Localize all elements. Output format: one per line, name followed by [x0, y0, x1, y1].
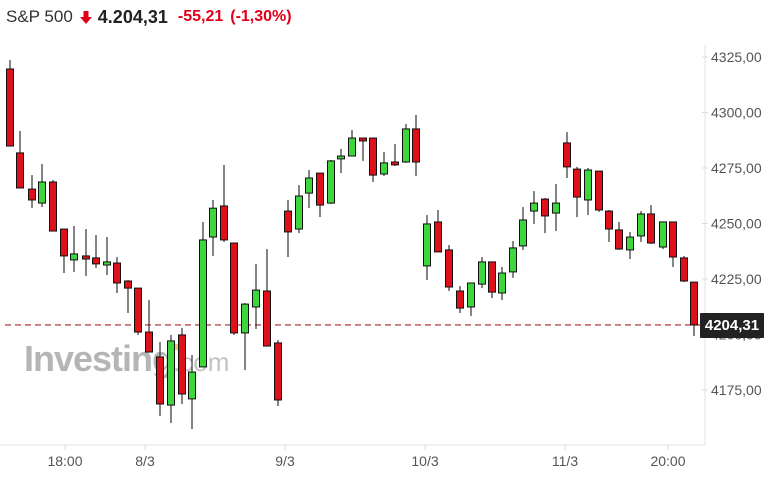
candle-up — [295, 195, 303, 230]
candle-down — [359, 137, 367, 142]
last-price: 4.204,31 — [97, 6, 168, 27]
x-tick-label: 20:00 — [650, 453, 685, 469]
y-tick-label: 4300,00 — [711, 105, 762, 121]
candle-up — [584, 169, 592, 201]
candle-down — [263, 290, 271, 347]
y-tick-label: 4325,00 — [711, 49, 762, 65]
candle-down — [156, 356, 164, 405]
candle-down — [16, 152, 24, 189]
candle-down — [124, 280, 132, 289]
candle-down — [680, 257, 688, 282]
candle-down — [412, 128, 420, 163]
candle-up — [467, 282, 475, 308]
arrow-down-icon — [79, 11, 92, 25]
candle-down — [456, 290, 464, 309]
candle-up — [552, 202, 560, 214]
candle-up — [626, 236, 634, 251]
candle-down — [230, 242, 238, 334]
candle-down — [605, 210, 613, 230]
candle-up — [337, 155, 345, 160]
candle-up — [423, 223, 431, 267]
x-tick-label: 8/3 — [135, 453, 155, 469]
candle-up — [167, 340, 175, 406]
candle-down — [488, 261, 496, 293]
candle-down — [563, 142, 571, 168]
price-change: -55,21 — [177, 8, 224, 25]
candle-up — [478, 261, 486, 285]
candle-down — [369, 137, 377, 176]
candle-down — [615, 229, 623, 250]
y-tick-label: 4225,00 — [711, 271, 762, 287]
candle-up — [348, 137, 356, 157]
candle-up — [530, 202, 538, 212]
candle-up — [637, 213, 645, 237]
y-tick-label: 4250,00 — [711, 216, 762, 232]
candle-down — [434, 221, 442, 253]
candle-down — [690, 281, 698, 326]
y-tick-label: 4275,00 — [711, 160, 762, 176]
quote-header: S&P 500 4.204,31 -55,21 (-1,30%) — [6, 4, 292, 30]
symbol-name: S&P 500 — [6, 7, 73, 26]
candle-down — [145, 331, 153, 353]
candle-down — [49, 181, 57, 232]
candle-up — [188, 371, 196, 400]
candle-down — [647, 213, 655, 244]
x-tick-label: 18:00 — [47, 453, 82, 469]
candle-up — [38, 181, 46, 204]
x-tick-label: 10/3 — [411, 453, 438, 469]
candle-up — [498, 272, 506, 294]
x-tick-label: 11/3 — [552, 453, 578, 469]
candle-down — [595, 170, 603, 211]
x-tick-label: 9/3 — [275, 453, 295, 469]
candle-down — [316, 172, 324, 206]
candle-down — [669, 221, 677, 258]
candle-down — [92, 257, 100, 265]
candle-up — [509, 247, 517, 273]
candle-up — [199, 239, 207, 368]
candle-up — [241, 303, 249, 334]
candle-down — [541, 198, 549, 217]
candle-down — [82, 255, 90, 260]
candle-up — [519, 219, 527, 247]
candle-down — [445, 249, 453, 288]
candle-up — [659, 221, 667, 248]
candle-up — [380, 162, 388, 175]
candle-up — [70, 253, 78, 261]
candle-down — [220, 205, 228, 241]
candle-down — [391, 161, 399, 166]
candle-down — [60, 228, 68, 257]
candle-down — [134, 287, 142, 333]
last-price-tag: 4204,31 — [700, 313, 764, 338]
candle-down — [28, 188, 36, 201]
candle-up — [252, 289, 260, 308]
candle-up — [209, 207, 217, 238]
y-tick-label: 4175,00 — [711, 382, 762, 398]
candle-up — [305, 177, 313, 194]
candle-down — [284, 210, 292, 233]
candle-up — [402, 128, 410, 163]
candle-down — [274, 342, 282, 401]
candle-down — [113, 262, 121, 284]
candle-down — [178, 334, 186, 395]
price-change-percent: (-1,30%) — [230, 8, 292, 25]
candle-down — [573, 168, 581, 198]
candle-up — [103, 261, 111, 266]
candle-up — [327, 160, 335, 204]
candle-down — [6, 68, 14, 147]
